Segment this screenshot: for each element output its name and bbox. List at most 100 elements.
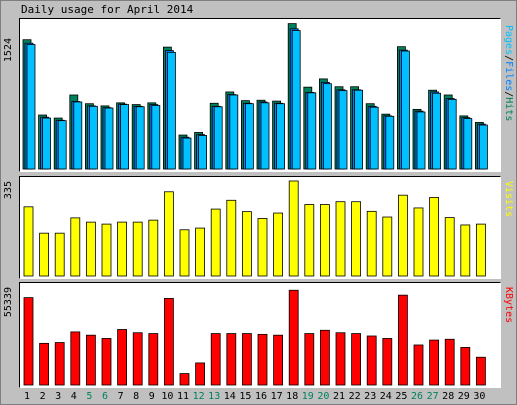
day-label-2: 2 (40, 391, 46, 402)
day-label-26: 26 (411, 391, 423, 402)
bar-pages-day-18 (291, 30, 301, 170)
bar-kbytes-day-14 (226, 333, 237, 386)
day-label-29: 29 (458, 391, 470, 402)
day-label-3: 3 (55, 391, 61, 402)
day-label-4: 4 (71, 391, 77, 402)
bar-pages-day-7 (120, 104, 129, 170)
day-label-15: 15 (239, 391, 251, 402)
hits-files-pages-panel (19, 18, 501, 172)
bar-visits-day-10 (163, 191, 174, 277)
bar-visits-day-5 (86, 221, 96, 277)
bar-pages-day-10 (166, 51, 176, 170)
bar-kbytes-day-9 (148, 333, 159, 386)
bar-pages-day-22 (354, 89, 364, 170)
visits-panel (19, 176, 501, 279)
bar-visits-day-16 (257, 218, 268, 277)
bar-visits-day-27 (429, 197, 440, 277)
day-label-28: 28 (442, 391, 454, 402)
kbytes-panel (19, 282, 501, 388)
bar-visits-day-30 (475, 223, 486, 277)
day-label-18: 18 (286, 391, 298, 402)
bar-visits-day-17 (273, 212, 284, 277)
day-label-13: 13 (208, 391, 220, 402)
bar-visits-day-29 (460, 224, 471, 277)
bar-visits-day-6 (101, 223, 112, 277)
bar-kbytes-day-17 (273, 334, 284, 386)
bar-pages-day-8 (135, 106, 145, 170)
bar-kbytes-day-4 (70, 331, 81, 386)
bar-kbytes-day-19 (304, 333, 315, 386)
bar-visits-day-7 (117, 221, 127, 277)
bar-pages-day-13 (213, 106, 223, 170)
bar-kbytes-day-7 (117, 329, 127, 386)
bar-kbytes-day-12 (195, 362, 206, 386)
bar-kbytes-day-26 (413, 344, 424, 386)
bar-visits-day-12 (195, 227, 206, 277)
kbytes-chart (23, 289, 486, 386)
day-label-9: 9 (149, 391, 155, 402)
bar-kbytes-day-11 (179, 373, 190, 386)
bar-visits-day-22 (351, 201, 362, 277)
bar-kbytes-day-28 (444, 338, 455, 386)
chart-title: Daily usage for April 2014 (21, 3, 194, 16)
day-label-14: 14 (224, 391, 236, 402)
bar-kbytes-day-13 (210, 333, 221, 386)
bar-kbytes-day-3 (54, 342, 65, 386)
bar-pages-day-23 (369, 106, 379, 170)
bar-pages-day-19 (307, 92, 317, 170)
day-label-20: 20 (317, 391, 329, 402)
day-label-11: 11 (177, 391, 189, 402)
bar-visits-day-14 (226, 199, 237, 277)
bar-kbytes-day-24 (382, 338, 393, 386)
bar-visits-day-19 (304, 204, 315, 277)
bar-visits-day-2 (39, 232, 50, 277)
day-label-22: 22 (349, 391, 361, 402)
bar-kbytes-day-8 (132, 332, 143, 386)
bar-kbytes-day-10 (163, 298, 174, 386)
bar-visits-day-4 (70, 217, 81, 277)
bar-pages-day-27 (432, 92, 442, 170)
bar-kbytes-day-21 (335, 332, 346, 386)
bar-kbytes-day-25 (397, 294, 408, 386)
bar-kbytes-day-20 (319, 329, 330, 386)
bar-kbytes-day-27 (429, 339, 440, 386)
bar-pages-day-6 (104, 107, 114, 170)
bar-pages-day-24 (385, 115, 395, 170)
bar-pages-day-1 (26, 44, 36, 170)
bar-pages-day-4 (73, 101, 83, 170)
day-label-19: 19 (302, 391, 314, 402)
bar-visits-day-24 (382, 216, 393, 277)
bar-visits-day-25 (397, 194, 408, 277)
bar-pages-day-12 (198, 135, 208, 170)
bar-pages-day-25 (400, 50, 410, 170)
day-label-21: 21 (333, 391, 345, 402)
bar-visits-day-11 (179, 229, 190, 277)
bar-pages-day-16 (260, 102, 270, 170)
bar-visits-day-13 (210, 208, 221, 277)
day-label-30: 30 (473, 391, 485, 402)
day-label-8: 8 (133, 391, 139, 402)
day-label-7: 7 (118, 391, 124, 402)
bar-pages-day-2 (42, 117, 52, 170)
bar-pages-day-14 (229, 94, 239, 170)
bar-kbytes-day-2 (39, 342, 50, 386)
day-label-24: 24 (380, 391, 392, 402)
bar-kbytes-day-16 (257, 333, 268, 386)
bar-pages-day-15 (244, 103, 254, 170)
bar-visits-day-23 (366, 210, 377, 277)
bar-visits-day-1 (23, 206, 34, 277)
day-label-10: 10 (161, 391, 173, 402)
bar-pages-day-29 (463, 118, 473, 170)
day-label-23: 23 (364, 391, 376, 402)
day-label-1: 1 (24, 391, 30, 402)
bar-visits-day-9 (148, 219, 159, 277)
bar-visits-day-26 (413, 207, 424, 277)
day-label-6: 6 (102, 391, 108, 402)
bar-kbytes-day-30 (475, 356, 486, 386)
bar-pages-day-3 (57, 120, 67, 170)
bar-pages-day-26 (416, 111, 426, 170)
visits-chart (23, 180, 486, 277)
bar-pages-day-5 (89, 105, 98, 170)
